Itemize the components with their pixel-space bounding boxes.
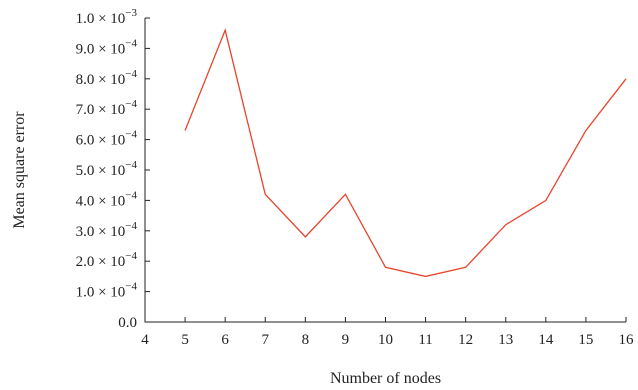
series-line — [184, 28, 627, 278]
x-tick-label: 8 — [302, 332, 310, 348]
y-tick-label: 3.0 × 10−4 — [76, 220, 138, 240]
y-tick-label: 1.0 × 10−3 — [76, 7, 138, 27]
axis-lines — [144, 18, 626, 323]
x-tick-label: 13 — [498, 332, 513, 348]
ticks: 4 5 6 7 8 9 10 11 12 13 14 15 16 0.0 1.0 × 10−4 2.0 × 1… — [76, 7, 634, 348]
y-tick-label: 6.0 × 10−4 — [76, 129, 138, 149]
y-tick-label: 8.0 × 10−4 — [76, 68, 138, 88]
y-tick-label: 2.0 × 10−4 — [76, 250, 138, 270]
y-tick-label: 9.0 × 10−4 — [76, 37, 138, 57]
y-tick-label: 4.0 × 10−4 — [76, 189, 138, 209]
series — [184, 28, 627, 278]
x-tick-label: 16 — [619, 332, 635, 348]
x-tick-label: 10 — [378, 332, 393, 348]
x-tick-label: 12 — [458, 332, 473, 348]
x-tick-label: 9 — [342, 332, 350, 348]
x-tick-label: 7 — [262, 332, 270, 348]
y-tick-label: 7.0 × 10−4 — [76, 98, 138, 118]
x-axis-title: Number of nodes — [330, 370, 441, 387]
x-tick-label: 11 — [418, 332, 432, 348]
x-tick-label: 14 — [538, 332, 554, 348]
x-tick-label: 6 — [221, 332, 229, 348]
y-tick-label: 1.0 × 10−4 — [76, 281, 138, 301]
x-tick-label: 4 — [141, 332, 149, 348]
y-axis-title: Mean square error — [11, 111, 28, 229]
y-tick-label: 5.0 × 10−4 — [76, 159, 138, 179]
x-tick-label: 5 — [181, 332, 189, 348]
axes — [144, 18, 626, 323]
y-tick-label: 0.0 — [118, 315, 137, 331]
x-tick-label: 15 — [578, 332, 593, 348]
